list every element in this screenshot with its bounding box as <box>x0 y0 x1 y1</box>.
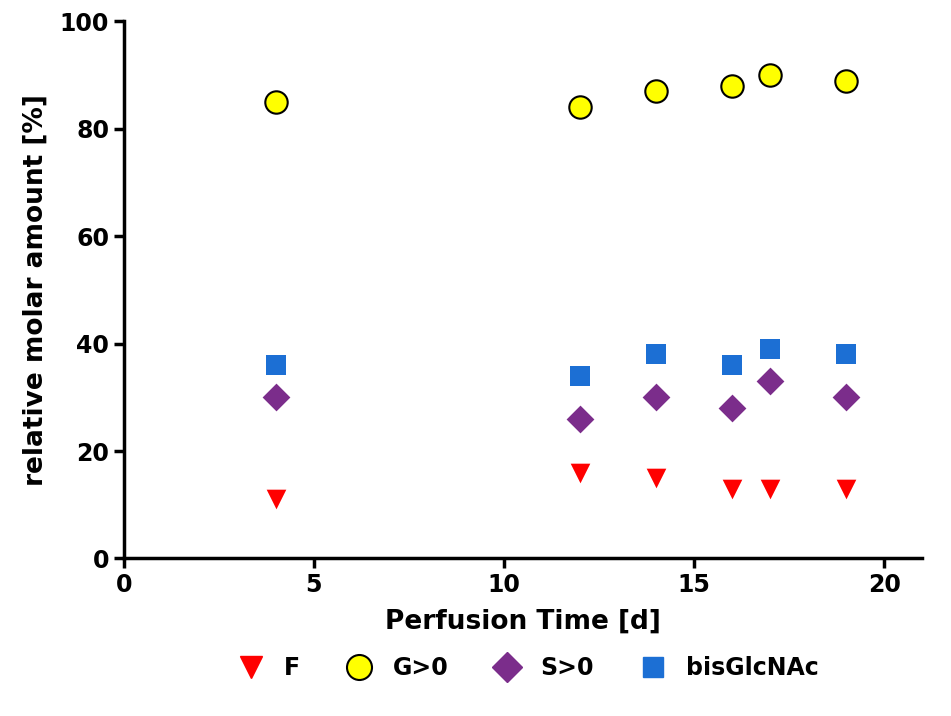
Point <box>725 359 740 371</box>
Point <box>649 392 664 403</box>
Point <box>649 349 664 360</box>
Point <box>839 349 854 360</box>
Point <box>725 483 740 494</box>
Point <box>839 392 854 403</box>
Point <box>573 102 588 113</box>
Point <box>763 375 778 387</box>
Point <box>268 494 283 505</box>
Point <box>268 96 283 107</box>
Point <box>573 413 588 425</box>
Point <box>725 80 740 92</box>
Legend: F, G>0, S>0, bisGlcNAc: F, G>0, S>0, bisGlcNAc <box>227 656 819 680</box>
Point <box>725 402 740 414</box>
Point <box>763 69 778 81</box>
Point <box>763 483 778 494</box>
X-axis label: Perfusion Time [d]: Perfusion Time [d] <box>385 608 661 634</box>
Point <box>649 473 664 484</box>
Point <box>839 483 854 494</box>
Point <box>763 344 778 355</box>
Point <box>839 74 854 86</box>
Point <box>649 85 664 97</box>
Point <box>268 392 283 403</box>
Point <box>573 370 588 382</box>
Point <box>268 359 283 371</box>
Y-axis label: relative molar amount [%]: relative molar amount [%] <box>23 94 49 486</box>
Point <box>573 467 588 478</box>
